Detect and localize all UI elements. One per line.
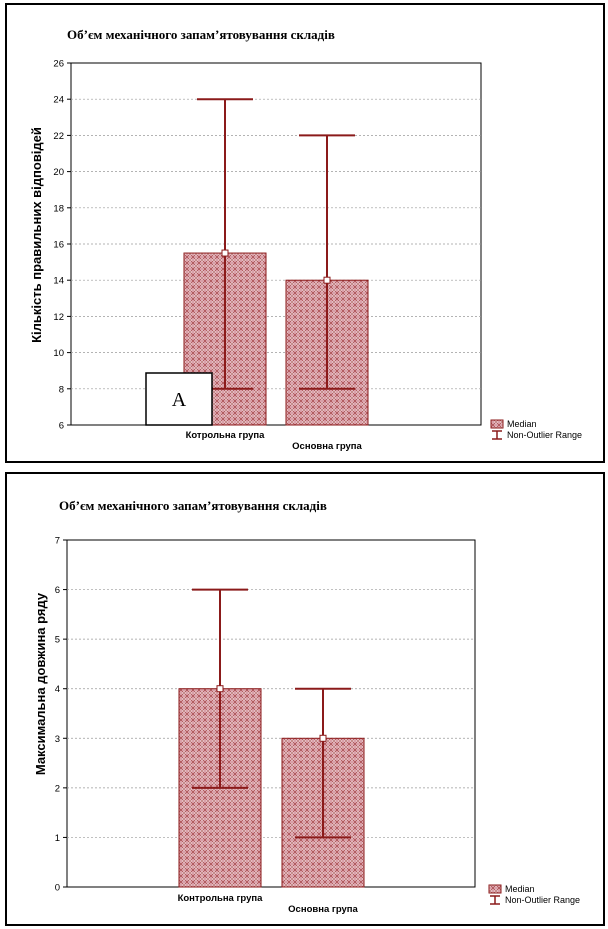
y-tick-label: 0 (55, 883, 60, 894)
chart-1-svg: Об’єм механічного запам’ятовування склад… (29, 27, 582, 452)
legend-swatch-median (490, 419, 504, 429)
median-marker (221, 249, 229, 257)
chart-panel-2: Об’єм механічного запам’ятовування склад… (5, 472, 605, 926)
y-tick-label: 5 (55, 635, 60, 646)
y-tick-label: 7 (55, 536, 60, 547)
y-axis-label: Кількість правильних відповідей (29, 127, 44, 343)
chart-2-svg: Об’єм механічного запам’ятовування склад… (33, 498, 580, 915)
plot-area (66, 539, 476, 888)
annotation-box (145, 372, 213, 426)
legend-label-range: Non-Outlier Range (505, 895, 580, 905)
category-label: Котрольна група (186, 430, 266, 441)
chart-title: Об’єм механічного запам’ятовування склад… (67, 27, 335, 42)
y-tick-label: 4 (55, 684, 60, 695)
y-tick-label: 8 (59, 384, 64, 395)
median-marker (216, 685, 224, 693)
category-label: Контрольна група (178, 893, 264, 904)
y-tick-label: 18 (53, 203, 64, 214)
legend-label-median: Median (505, 884, 535, 894)
chart-title: Об’єм механічного запам’ятовування склад… (59, 498, 327, 513)
category-label: Основна група (292, 441, 362, 452)
y-tick-label: 6 (55, 585, 60, 596)
y-tick-label: 3 (55, 734, 60, 745)
y-tick-label: 16 (53, 240, 64, 251)
chart-panel-1: Об’єм механічного запам’ятовування склад… (5, 3, 605, 463)
legend-label-range: Non-Outlier Range (507, 430, 582, 440)
y-tick-label: 10 (53, 348, 64, 359)
y-axis-label: Максимальна довжина ряду (33, 592, 48, 775)
y-tick-label: 6 (59, 421, 64, 432)
y-tick-label: 24 (53, 95, 64, 106)
legend-label-median: Median (507, 419, 537, 429)
y-tick-label: 26 (53, 59, 64, 70)
category-label: Основна група (288, 904, 358, 915)
y-tick-label: 12 (53, 312, 64, 323)
y-tick-label: 14 (53, 276, 64, 287)
median-marker (323, 276, 331, 284)
y-tick-label: 2 (55, 783, 60, 794)
median-marker (319, 734, 327, 742)
y-tick-label: 20 (53, 167, 64, 178)
legend-swatch-median (488, 884, 502, 894)
annotation-label: A (172, 389, 187, 411)
y-tick-label: 1 (55, 833, 60, 844)
y-tick-label: 22 (53, 131, 64, 142)
